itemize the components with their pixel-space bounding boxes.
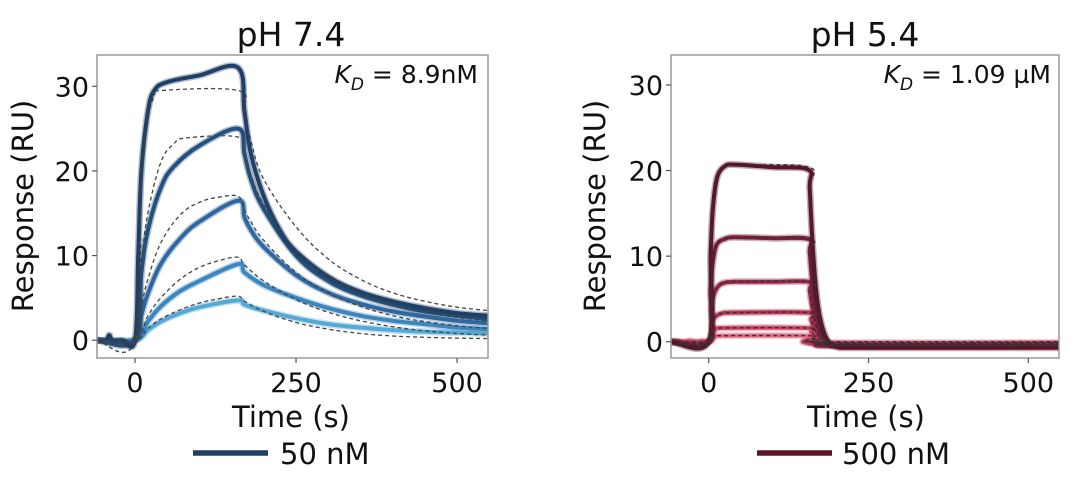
- panel-title: pH 7.4: [237, 15, 346, 54]
- kd-value: = 8.9nM: [364, 60, 478, 89]
- kd-symbol: K: [334, 60, 353, 89]
- series-line-series-5: [97, 298, 488, 344]
- x-tick-label: 0: [700, 368, 717, 399]
- y-tick-label: 20: [629, 157, 663, 188]
- x-tick-label: 0: [126, 368, 143, 399]
- y-axis-label: Response (RU): [578, 100, 612, 313]
- y-axis-label: Response (RU): [6, 100, 40, 313]
- y-tick-label: 30: [55, 72, 89, 103]
- axes-frame: [670, 54, 1060, 359]
- legend: 50 nM: [193, 437, 370, 471]
- x-tick-label: 250: [270, 368, 322, 399]
- series-line-500-nm: [671, 162, 1059, 351]
- axes-frame: [96, 54, 489, 359]
- x-ticks: 0 250 500: [126, 358, 483, 399]
- fit-line: [671, 237, 1059, 347]
- fit-line: [671, 164, 1059, 350]
- plot-area: [97, 62, 488, 354]
- fit-line: [97, 295, 488, 342]
- x-tick-label: 500: [1003, 368, 1055, 399]
- y-tick-label: 10: [629, 242, 663, 273]
- y-tick-label: 20: [55, 157, 89, 188]
- fit-line: [97, 135, 488, 347]
- y-ticks: 0 10 20 30: [629, 71, 671, 359]
- plot-area: [671, 161, 1059, 352]
- kd-subscript: D: [900, 75, 913, 95]
- kd-annotation: KD = 8.9nM: [334, 60, 478, 95]
- x-axis-label: Time (s): [806, 400, 925, 434]
- series-line-50-nm: [97, 63, 488, 349]
- panel-ph-7-4: pH 7.4 KD = 8.9nM 0 10 20 30 0 250 500 Time (…: [6, 15, 489, 471]
- kd-value: = 1.09 µM: [913, 60, 1051, 89]
- legend-label: 50 nM: [280, 437, 370, 471]
- y-tick-label: 0: [72, 326, 89, 357]
- panel-ph-5-4: pH 5.4 KD = 1.09 µM 0 10 20 30 0 250 500 Time…: [578, 15, 1060, 471]
- fit-line: [97, 194, 488, 344]
- panel-title: pH 5.4: [811, 15, 920, 54]
- y-tick-label: 0: [646, 328, 663, 359]
- legend: 500 nM: [757, 437, 950, 471]
- y-tick-label: 30: [629, 71, 663, 102]
- series-line-halo: [671, 161, 1059, 352]
- x-ticks: 0 250 500: [700, 358, 1054, 399]
- y-ticks: 0 10 20 30: [55, 72, 97, 357]
- series-line-series-3: [97, 198, 488, 345]
- fit-line: [671, 280, 1059, 346]
- x-tick-label: 250: [843, 368, 895, 399]
- legend-label: 500 nM: [842, 437, 950, 471]
- series-line-series-4: [97, 261, 488, 344]
- x-tick-label: 500: [431, 368, 483, 399]
- kd-symbol: K: [884, 60, 903, 89]
- x-axis-label: Time (s): [231, 400, 350, 434]
- kd-annotation: KD = 1.09 µM: [884, 60, 1051, 95]
- kd-subscript: D: [351, 75, 364, 95]
- fit-line: [97, 87, 488, 354]
- y-tick-label: 10: [55, 242, 89, 273]
